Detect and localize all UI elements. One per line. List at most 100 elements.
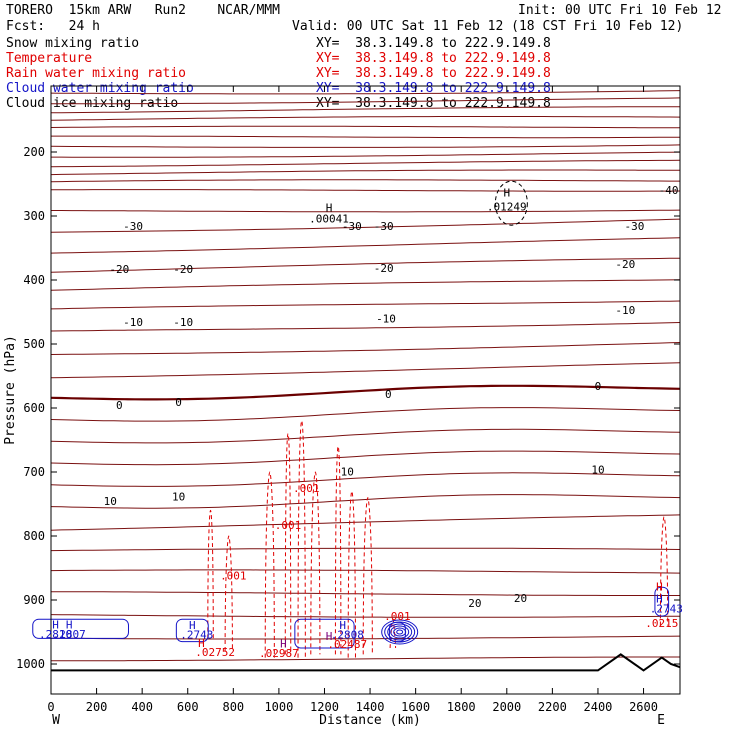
temperature-label: -10 — [173, 316, 193, 329]
temperature-label: 0 — [385, 388, 392, 401]
isotherm-line — [50, 257, 681, 273]
plot-frame — [50, 85, 681, 695]
isotherm-line — [50, 342, 681, 355]
temperature-label: -30 — [342, 220, 362, 233]
terrain-line — [51, 653, 681, 672]
x-axis-label: Distance (km) — [319, 713, 421, 728]
rain-contour — [284, 433, 292, 655]
temperature-label: 20 — [468, 597, 481, 610]
isotherm-line — [50, 90, 681, 95]
isotherm-line — [50, 125, 680, 129]
isotherm-line — [50, 144, 681, 148]
extremum-label: H — [339, 619, 346, 632]
value-label: .001 — [384, 610, 411, 623]
isotherm-line — [50, 614, 681, 618]
isotherm-line — [51, 209, 681, 213]
extremum-label: H — [326, 202, 333, 215]
extremum-label: H — [66, 618, 73, 631]
rain-contour — [334, 445, 342, 655]
isotherm-line — [50, 514, 681, 531]
isotherm-line — [50, 322, 681, 332]
isotherm-lines — [50, 90, 681, 662]
isotherm-line — [50, 279, 681, 291]
legend-snow-xy: XY= 38.3.149.8 to 222.9.149.8 — [316, 36, 551, 51]
rain-contour — [659, 516, 669, 626]
y-tick-label: 500 — [23, 337, 45, 351]
temperature-label: 10 — [591, 463, 604, 476]
value-label: .001 — [275, 519, 302, 532]
x-tick-label: 800 — [222, 700, 244, 714]
valid-time: Valid: 00 UTC Sat 11 Feb 12 (18 CST Fri … — [292, 19, 684, 34]
isotherm-line — [50, 106, 680, 114]
rain-contour — [347, 490, 356, 658]
legend-rain-xy: XY= 38.3.149.8 to 222.9.149.8 — [316, 66, 551, 81]
temperature-label: -10 — [615, 304, 635, 317]
isotherm-line — [50, 384, 681, 401]
temperature-label: 0 — [175, 396, 182, 409]
value-label: .02987 — [259, 647, 299, 660]
ground-surface — [51, 653, 681, 672]
isotherm-line — [50, 635, 681, 640]
cloud-water-core — [390, 625, 410, 639]
value-label: .2743 — [180, 629, 213, 642]
extremum-label: H — [326, 630, 333, 643]
temperature-label: -10 — [123, 316, 143, 329]
cloud-water-contour — [175, 618, 209, 643]
x-tick-label: 200 — [86, 700, 108, 714]
rain-water-contours — [207, 420, 669, 658]
x-tick-label: 0 — [47, 700, 54, 714]
y-tick-label: 1000 — [16, 657, 45, 671]
y-tick-label: 900 — [23, 593, 45, 607]
value-label: .001 — [293, 482, 320, 495]
temperature-label: -10 — [376, 312, 396, 325]
isotherm-line — [50, 407, 681, 422]
temperature-label: 0 — [595, 380, 602, 393]
title-left: TORERO 15km ARW Run2 NCAR/MMM — [6, 3, 280, 18]
extremum-label: H — [503, 186, 510, 199]
value-label: .2807 — [53, 628, 86, 641]
value-label: .2743 — [650, 602, 683, 615]
isotherm-line — [50, 169, 680, 176]
cloud-ice-contour — [494, 180, 528, 226]
legend-temperature-label: Temperature — [6, 51, 93, 66]
rain-contour — [207, 509, 214, 639]
value-label: .0215 — [645, 617, 678, 630]
temperature-label: -20 — [173, 263, 193, 276]
isotherm-line — [50, 179, 680, 183]
legend-rain-label: Rain water mixing ratio — [6, 66, 187, 81]
legend-cloud-water-label: Cloud water mixing ratio — [6, 81, 194, 96]
value-label: .2810 — [39, 628, 72, 641]
isotherm-line — [50, 218, 681, 233]
forecast-hour: Fcst: 24 h — [6, 19, 100, 34]
y-tick-label: 700 — [23, 465, 45, 479]
isotherm-line — [50, 569, 681, 574]
x-tick-label: 1800 — [447, 700, 476, 714]
cloud-water-contour — [654, 586, 670, 617]
cloud-water-core — [396, 629, 404, 635]
axes: 0 200 400 600 800 1000 1200 1400 1600 1800 2000 220… — [16, 86, 680, 714]
rain-contour — [389, 618, 397, 649]
west-label: W — [52, 713, 60, 728]
x-tick-label: 1200 — [310, 700, 339, 714]
y-axis-label: Pressure (hPa) — [3, 335, 18, 445]
rain-contour — [224, 535, 233, 652]
x-tick-label: 2200 — [538, 700, 567, 714]
extremum-label: H — [52, 618, 59, 631]
extremum-label: H — [656, 581, 663, 594]
temperature-label: 0 — [116, 399, 123, 412]
x-tick-label: 1400 — [356, 700, 385, 714]
isotherm-line — [50, 450, 681, 466]
isotherm-line — [50, 159, 681, 168]
isotherm-line — [51, 591, 680, 596]
value-label: .02752 — [195, 646, 235, 659]
y-tick-label: 300 — [23, 209, 45, 223]
y-tick-label: 800 — [23, 529, 45, 543]
x-tick-label: 1000 — [264, 700, 293, 714]
temperature-label: -20 — [374, 262, 394, 275]
cloud-ice-contours — [494, 180, 528, 226]
extremum-label: H — [189, 619, 196, 632]
isotherm-line — [50, 116, 681, 121]
init-time: Init: 00 UTC Fri 10 Feb 12 — [518, 3, 722, 18]
temperature-label: -30 — [624, 220, 644, 233]
